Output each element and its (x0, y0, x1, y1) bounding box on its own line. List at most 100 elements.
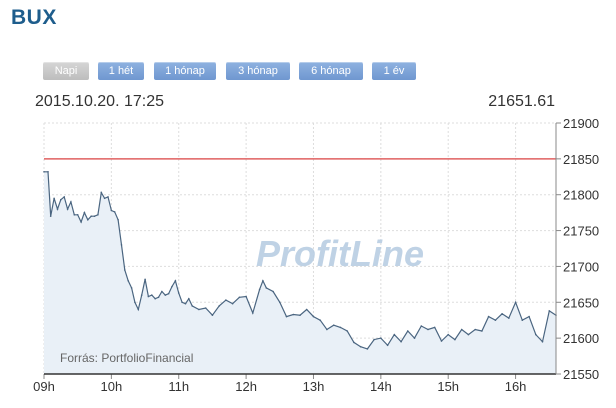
watermark: ProfitLine (256, 233, 424, 274)
data-point (130, 287, 133, 289)
index-title: BUX (11, 6, 57, 29)
data-point (481, 330, 483, 332)
data-point (47, 171, 49, 173)
y-tick-label: 21700 (563, 259, 599, 274)
data-point (171, 285, 173, 288)
data-point (191, 305, 193, 307)
data-point (292, 313, 295, 316)
data-point (285, 315, 288, 318)
data-point (487, 315, 490, 318)
data-point (521, 319, 524, 322)
data-point (535, 333, 537, 336)
data-point (366, 348, 369, 350)
data-point (63, 196, 65, 198)
data-point (211, 314, 214, 317)
data-point (231, 302, 234, 305)
data-point (319, 319, 322, 322)
tab-daily[interactable]: Napi (43, 62, 89, 80)
x-tick-label: 12h (235, 379, 257, 394)
data-point (400, 340, 402, 343)
x-tick-label: 11h (168, 379, 189, 394)
x-tick-label: 09h (33, 379, 55, 394)
data-point (127, 280, 129, 282)
data-point (80, 221, 82, 223)
tab-1-week[interactable]: 1 hét (98, 62, 144, 80)
source-note: Forrás: PortfolioFinancial (60, 351, 193, 365)
y-tick-label: 21650 (563, 295, 599, 310)
data-point (110, 209, 113, 212)
data-point (76, 214, 79, 216)
data-point (433, 326, 436, 329)
data-point (147, 295, 150, 298)
data-point (407, 330, 409, 332)
data-point (339, 326, 342, 329)
data-point (474, 328, 477, 331)
y-tick-label: 21900 (563, 116, 599, 131)
data-point (386, 344, 389, 347)
data-point (332, 324, 335, 327)
data-point (541, 340, 544, 343)
series-line (44, 171, 557, 350)
data-point (113, 211, 116, 213)
y-tick-label: 21600 (563, 331, 599, 346)
data-point (60, 198, 62, 201)
data-point (188, 297, 190, 300)
data-point (83, 211, 86, 214)
data-point (87, 219, 89, 221)
tab-1-year[interactable]: 1 év (372, 62, 416, 80)
series-area (44, 171, 556, 374)
data-point (181, 301, 183, 304)
y-tick-label: 21550 (563, 367, 599, 382)
data-point (177, 292, 180, 294)
data-point (258, 288, 261, 291)
data-point (299, 314, 301, 317)
data-point (440, 340, 443, 342)
data-point (49, 215, 52, 217)
tab-6-months[interactable]: 6 hónap (299, 62, 363, 80)
data-point (107, 196, 109, 198)
data-point (100, 191, 103, 194)
data-point (460, 328, 463, 331)
data-point (454, 338, 456, 341)
data-point (501, 313, 503, 315)
data-point (164, 294, 167, 296)
data-point (413, 337, 416, 339)
data-point (93, 215, 96, 217)
data-point (238, 296, 241, 299)
data-point (359, 345, 362, 348)
data-point (508, 317, 510, 319)
x-tick-label: 13h (303, 379, 325, 394)
data-point (393, 333, 396, 336)
data-point (97, 214, 99, 216)
x-tick-label: 16h (505, 379, 527, 394)
data-point (312, 315, 315, 318)
data-point (514, 301, 517, 304)
data-point (265, 287, 268, 289)
y-tick-label: 21750 (563, 224, 599, 239)
data-point (70, 201, 72, 203)
data-point (279, 301, 281, 304)
data-point (120, 244, 123, 246)
data-point (154, 297, 156, 300)
data-point (447, 333, 450, 336)
last-value: 21651.61 (488, 93, 555, 110)
data-point (204, 307, 207, 309)
data-point (218, 305, 220, 307)
data-point (467, 333, 470, 336)
data-point (184, 302, 187, 305)
data-point (272, 290, 274, 293)
data-point (137, 308, 140, 311)
data-point (73, 214, 76, 216)
data-point (144, 278, 146, 281)
data-point (157, 296, 160, 299)
data-point (53, 197, 55, 200)
data-point (151, 294, 153, 296)
tab-3-months[interactable]: 3 hónap (226, 62, 290, 80)
data-point (124, 269, 126, 271)
data-point (262, 280, 264, 282)
y-tick-label: 21800 (563, 188, 599, 203)
tab-1-month[interactable]: 1 hónap (154, 62, 216, 80)
data-point (528, 315, 530, 318)
data-point (43, 171, 45, 173)
